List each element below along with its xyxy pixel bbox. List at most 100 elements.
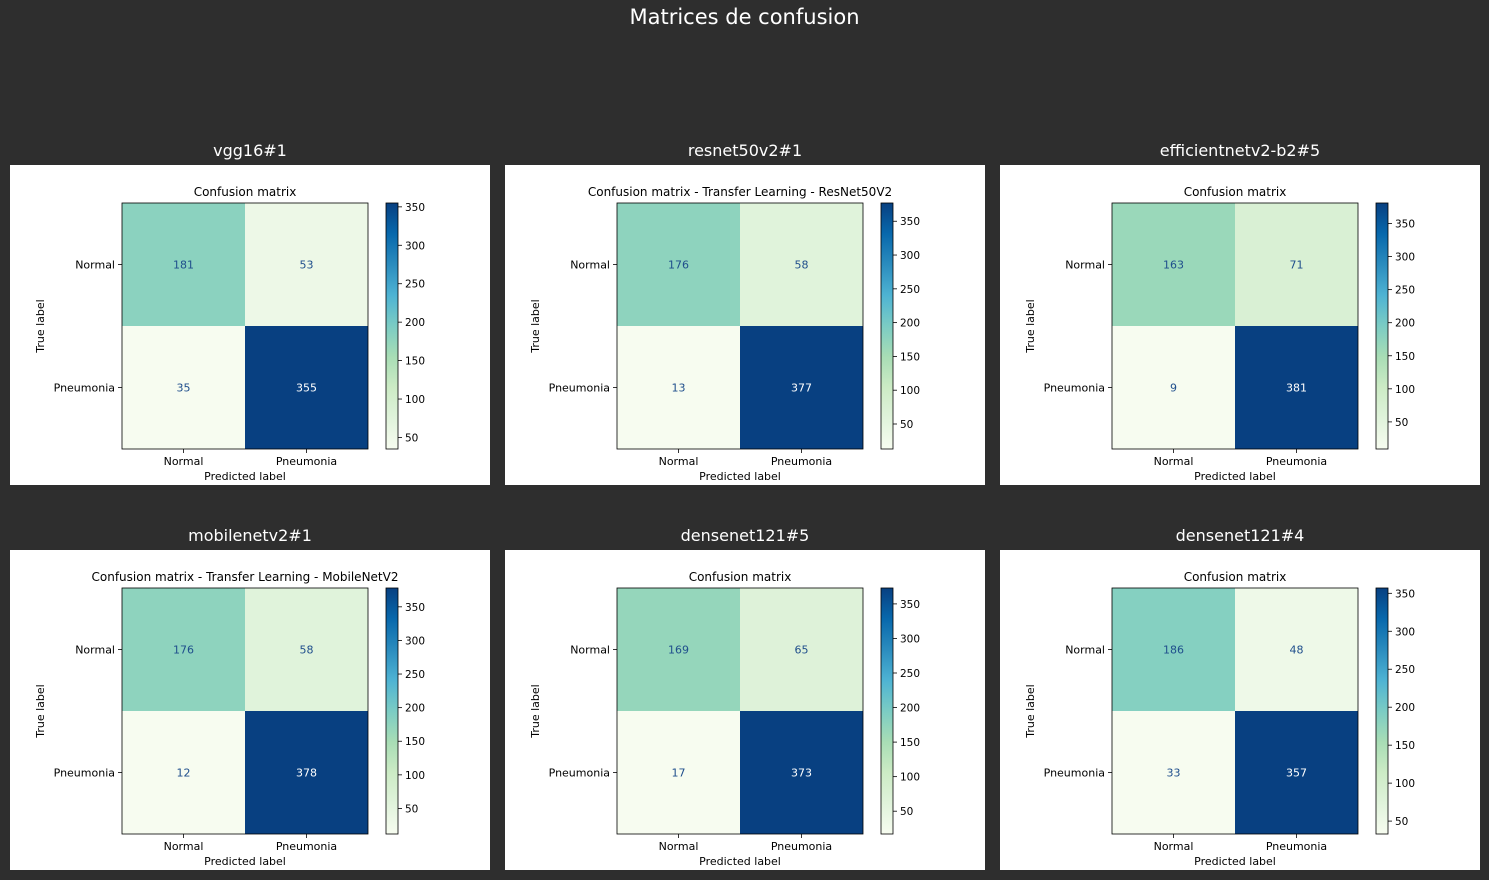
colorbar-tick-label: 250 — [900, 284, 920, 296]
chart-title: Confusion matrix - Transfer Learning - R… — [588, 185, 892, 199]
panel-title: mobilenetv2#1 — [188, 526, 312, 545]
colorbar-tick-label: 50 — [900, 419, 913, 431]
colorbar-tick-label: 300 — [900, 250, 920, 262]
matrix-cell — [740, 588, 863, 711]
x-axis-label: Predicted label — [1194, 855, 1276, 868]
colorbar-tick-label: 100 — [405, 770, 425, 782]
panel-title: densenet121#4 — [1175, 526, 1305, 545]
colorbar-tick-label: 250 — [1395, 664, 1415, 676]
colorbar-tick-label: 100 — [1395, 384, 1415, 396]
x-axis-label: Predicted label — [204, 855, 286, 868]
x-axis-label: Predicted label — [204, 470, 286, 483]
panel-title: densenet121#5 — [680, 526, 810, 545]
y-tick-label: Pneumonia — [549, 382, 610, 395]
cell-value-label: 176 — [668, 259, 689, 272]
cell-value-label: 35 — [177, 382, 191, 395]
y-tick-label: Pneumonia — [1044, 767, 1105, 780]
colorbar-tick-label: 100 — [405, 394, 425, 406]
colorbar-tick-label: 150 — [1395, 351, 1415, 363]
cell-value-label: 53 — [300, 259, 314, 272]
x-tick-label: Pneumonia — [1266, 840, 1327, 853]
matrix-cell — [1235, 588, 1358, 711]
colorbar-tick-label: 300 — [405, 635, 425, 647]
confusion-matrix-svg: Confusion matrix 169 65 17 373 Normal Pneumoni… — [529, 570, 920, 868]
x-tick-label: Normal — [1154, 840, 1194, 853]
matrix-cell — [245, 203, 368, 326]
y-tick-label: Normal — [570, 259, 610, 272]
cell-value-label: 357 — [1286, 767, 1307, 780]
colorbar-tick-label: 350 — [900, 216, 920, 228]
matrix-cell — [1112, 203, 1235, 326]
colorbar-tick-label: 100 — [1395, 778, 1415, 790]
colorbar-tick-label: 350 — [405, 602, 425, 614]
cell-value-label: 186 — [1163, 644, 1184, 657]
matrix-cell — [1112, 711, 1235, 834]
cell-value-label: 65 — [795, 644, 809, 657]
cell-value-label: 377 — [791, 382, 812, 395]
y-axis-label: True label — [529, 684, 542, 738]
colorbar-tick-label: 200 — [900, 703, 920, 715]
matrix-frame — [616, 202, 864, 450]
y-tick-label: Normal — [75, 644, 115, 657]
x-tick-label: Normal — [659, 455, 699, 468]
cell-value-label: 181 — [173, 259, 194, 272]
panel-title: resnet50v2#1 — [687, 141, 803, 160]
chart-title: Confusion matrix - Transfer Learning - M… — [92, 570, 399, 584]
matrix-frame — [616, 587, 864, 835]
confusion-matrix-panel: Confusion matrix 163 71 9 381 Normal Pneumonia… — [1000, 165, 1480, 485]
confusion-matrix-panel: Confusion matrix 186 48 33 357 Normal Pneumoni… — [1000, 550, 1480, 870]
matrix-cell — [617, 326, 740, 449]
matrix-cell — [740, 203, 863, 326]
colorbar-tick-label: 250 — [405, 669, 425, 681]
colorbar-tick-label: 300 — [405, 240, 425, 252]
colorbar — [880, 587, 894, 835]
colorbar-tick-label: 50 — [1395, 417, 1408, 429]
matrix-cell — [1235, 203, 1358, 326]
x-tick-label: Pneumonia — [771, 840, 832, 853]
x-tick-label: Pneumonia — [276, 455, 337, 468]
cell-value-label: 13 — [672, 382, 686, 395]
cell-value-label: 58 — [300, 644, 314, 657]
x-tick-label: Pneumonia — [1266, 455, 1327, 468]
matrix-cell — [617, 588, 740, 711]
colorbar-tick-label: 200 — [900, 318, 920, 330]
matrix-cell — [1112, 326, 1235, 449]
matrix-cell — [122, 203, 245, 326]
confusion-matrix-svg: Confusion matrix 186 48 33 357 Normal Pneumoni… — [1024, 570, 1415, 868]
x-tick-label: Normal — [1154, 455, 1194, 468]
confusion-matrix-panel: Confusion matrix - Transfer Learning - R… — [505, 165, 985, 485]
colorbar-tick-label: 100 — [900, 772, 920, 784]
matrix-cell — [122, 588, 245, 711]
matrix-cell — [1112, 588, 1235, 711]
matrix-frame — [121, 202, 369, 450]
chart-title: Confusion matrix — [1184, 570, 1287, 584]
x-axis-label: Predicted label — [699, 470, 781, 483]
x-tick-label: Normal — [659, 840, 699, 853]
y-axis-label: True label — [529, 299, 542, 353]
colorbar-tick-label: 300 — [1395, 626, 1415, 638]
cell-value-label: 9 — [1170, 382, 1177, 395]
colorbar — [1375, 202, 1389, 450]
colorbar-tick-label: 100 — [900, 385, 920, 397]
confusion-matrix-panel: Confusion matrix 181 53 35 355 Normal Pneumoni… — [10, 165, 490, 485]
panel-title: vgg16#1 — [213, 141, 287, 160]
x-tick-label: Normal — [164, 840, 204, 853]
cell-value-label: 58 — [795, 259, 809, 272]
confusion-matrix-svg: Confusion matrix 181 53 35 355 Normal Pneumoni… — [34, 185, 425, 483]
y-tick-label: Normal — [1065, 644, 1105, 657]
panel-title: efficientnetv2-b2#5 — [1159, 141, 1321, 160]
cell-value-label: 169 — [668, 644, 689, 657]
matrix-frame — [1111, 202, 1359, 450]
colorbar-tick-label: 150 — [405, 356, 425, 368]
matrix-frame — [121, 587, 369, 835]
matrix-cell — [1235, 711, 1358, 834]
y-tick-label: Pneumonia — [54, 382, 115, 395]
colorbar-tick-label: 300 — [900, 633, 920, 645]
colorbar-tick-label: 250 — [1395, 285, 1415, 297]
matrix-cell — [617, 711, 740, 834]
x-tick-label: Pneumonia — [771, 455, 832, 468]
confusion-matrix-panel: Confusion matrix 169 65 17 373 Normal Pneumoni… — [505, 550, 985, 870]
cell-value-label: 378 — [296, 767, 317, 780]
x-tick-label: Pneumonia — [276, 840, 337, 853]
cell-value-label: 163 — [1163, 259, 1184, 272]
